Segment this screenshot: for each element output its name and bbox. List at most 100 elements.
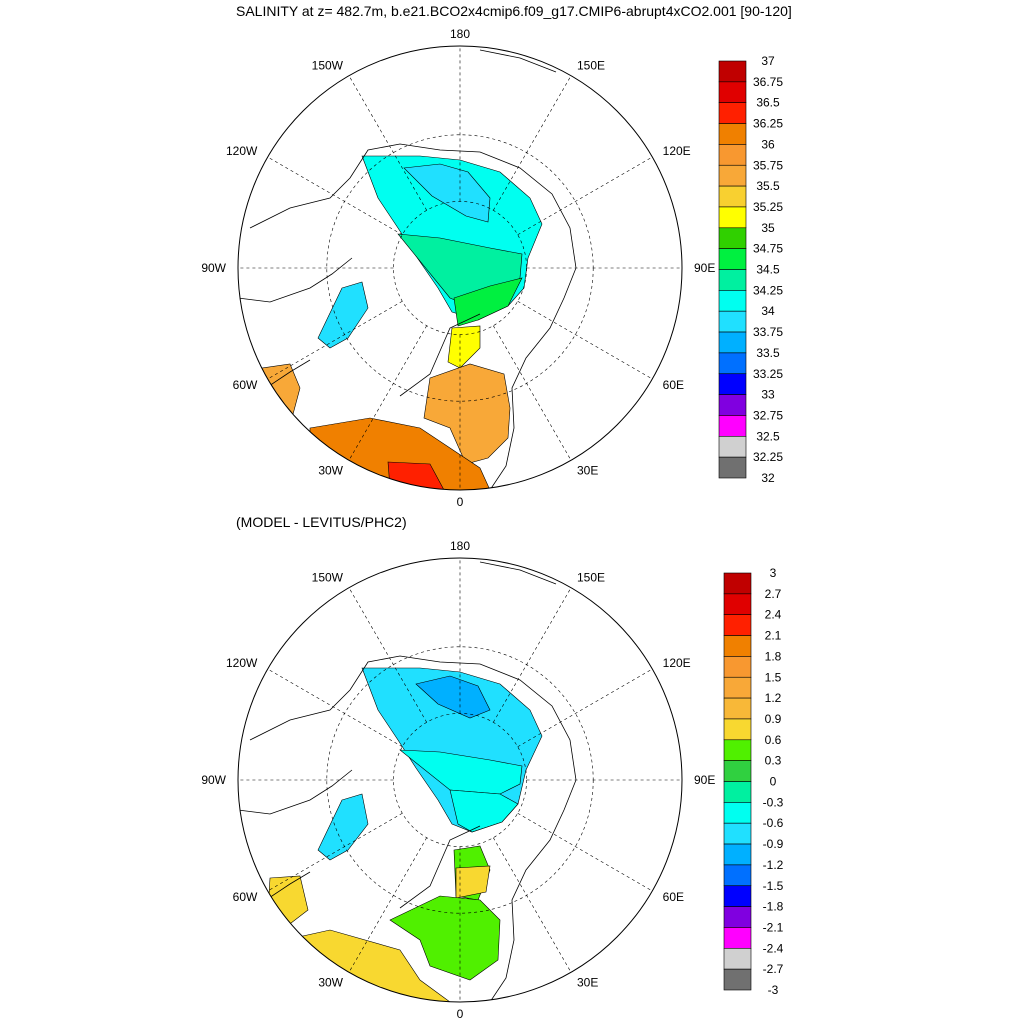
colorbar-swatch-5 [723,676,752,699]
colorbar-label: 2.4 [765,608,782,622]
colorbar-swatch-13 [723,843,752,866]
coastline-0 [249,143,577,490]
colorbar-swatch-6 [723,697,752,720]
lon-label-120E: 120E [663,656,691,670]
meridian-8 [267,813,403,892]
colorbar-swatch-12 [723,822,752,845]
meridian-8 [267,301,403,380]
meridian-1 [493,75,572,211]
colorbar-label: 34.75 [753,242,783,256]
main-title: SALINITY at z= 482.7m, b.e21.BCO2x4cmip6… [236,3,792,19]
colorbar-label: 35.75 [753,158,783,172]
lon-label-30E: 30E [577,464,598,478]
colorbar-swatch-5 [718,164,747,187]
colorbar-label: -3 [768,983,779,997]
colorbar-label: 36 [761,137,775,151]
lon-label-90E: 90E [694,773,715,787]
region-norwegian-sea [423,363,511,465]
colorbar-swatch-9 [718,248,747,270]
meridian-7 [348,325,427,461]
meridian-2 [517,156,653,235]
coastline-0 [249,655,577,1002]
map-border-0 [237,45,683,491]
region-fram-strait [447,325,481,369]
colorbar-label: 36.25 [753,117,783,131]
lon-label-30W: 30W [318,464,343,478]
colorbar-label: 0.6 [765,733,782,747]
region-greenland-sea [455,865,491,899]
colorbar-swatch-17 [718,415,747,437]
region-baffin-bay [317,281,369,349]
colorbar-swatch-15 [723,885,752,907]
colorbar-swatch-19 [723,968,752,991]
colorbar-swatch-7 [723,718,752,741]
colorbar-label: 35.25 [753,200,783,214]
lon-label-150E: 150E [577,58,605,72]
colorbar-label: 0.9 [765,712,782,726]
colorbar-label: -2.1 [763,920,784,934]
colorbar-label: 33.5 [756,346,780,360]
colorbar-swatch-0 [718,60,747,83]
colorbar-swatch-8 [723,739,752,761]
lon-label-0: 0 [457,495,464,509]
colorbar-swatch-15 [718,373,747,395]
coastline-4 [479,561,557,585]
colorbar-label: -1.8 [763,900,784,914]
colorbar-label: 32 [761,471,775,485]
meridian-4 [517,301,653,380]
lon-label-150E: 150E [577,570,605,584]
colorbar-label: 3 [770,566,777,580]
map-fill-1 [238,558,682,1002]
colorbar-swatch-13 [718,331,747,354]
colorbar-label: 1.5 [765,670,782,684]
colorbar-swatch-17 [723,927,752,949]
colorbar-swatch-9 [723,760,752,782]
colorbar-label: 1.2 [765,691,782,705]
colorbar-label: 32.25 [753,450,783,464]
colorbar-swatch-0 [723,572,752,595]
colorbar-label: 32.75 [753,408,783,422]
coastline-4 [479,49,557,73]
lon-label-90W: 90W [201,261,226,275]
lon-label-60E: 60E [663,890,684,904]
colorbar-label: -2.7 [763,962,784,976]
coastline-1 [238,257,353,303]
colorbar-swatch-4 [718,144,747,166]
meridian-11 [348,75,427,211]
colorbar-label: 35.5 [756,179,780,193]
lon-label-180: 180 [450,27,470,41]
colorbar-label: 1.8 [765,649,782,663]
meridian-7 [348,837,427,973]
colorbar-label: -1.2 [763,858,784,872]
colorbar-swatch-1 [723,593,752,615]
region-barents-margin [453,277,523,327]
meridian-10 [267,156,403,235]
lon-label-60E: 60E [663,378,684,392]
colorbar-label: 0 [770,775,777,789]
lon-label-150W: 150W [312,570,344,584]
colorbar-swatch-2 [718,102,747,124]
meridian-11 [348,587,427,723]
lon-label-120W: 120W [226,656,258,670]
lon-label-30W: 30W [318,976,343,990]
colorbar-swatch-14 [718,352,747,375]
lon-label-150W: 150W [312,58,344,72]
region-baffin-bay [317,793,369,861]
colorbar-swatch-7 [718,206,747,229]
colorbar-swatch-6 [718,185,747,208]
colorbar-label: 33.25 [753,367,783,381]
colorbar-label: 33.75 [753,325,783,339]
colorbar-label: 2.1 [765,629,782,643]
colorbar-label: 34.5 [756,263,780,277]
colorbar-swatch-18 [723,947,752,970]
colorbar-swatch-16 [718,394,747,416]
colorbar-label: -1.5 [763,879,784,893]
colorbar-label: -0.6 [763,816,784,830]
region-north-atlantic [239,929,451,1002]
colorbar-swatch-11 [723,802,752,824]
colorbar-swatch-3 [723,635,752,657]
lon-label-120W: 120W [226,144,258,158]
coastline-1 [238,769,353,815]
region-norwegian-sea [389,895,501,981]
